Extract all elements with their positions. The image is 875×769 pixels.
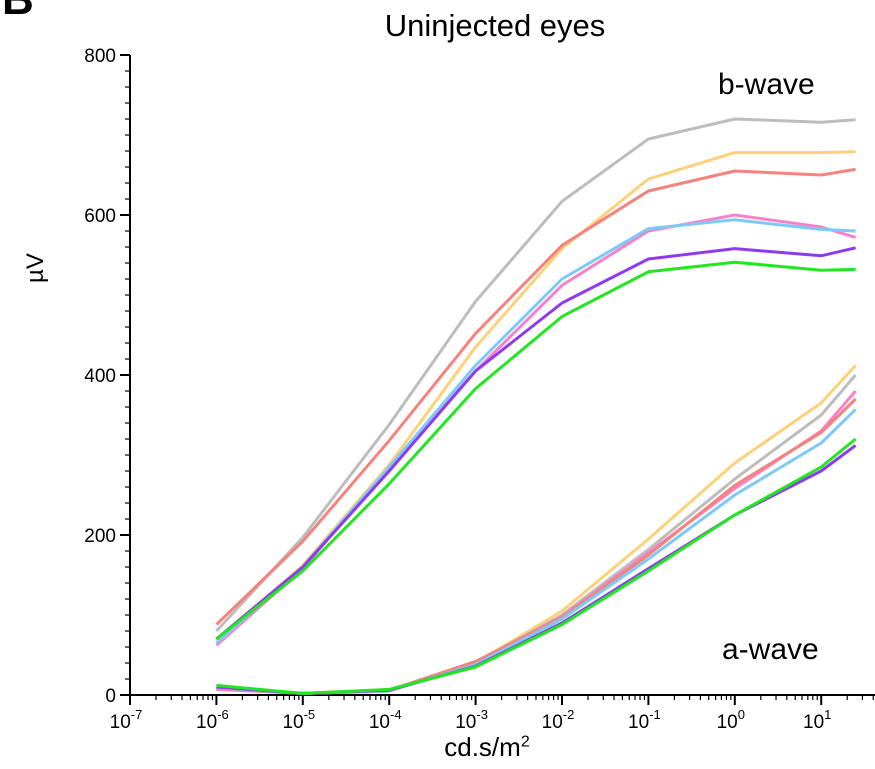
y-tick-label: 600: [84, 206, 116, 227]
a-wave-series-line-8: [216, 374, 857, 695]
x-tick-label: 101: [803, 707, 831, 733]
x-tick-label: 10-2: [542, 707, 575, 733]
b-wave-series-line-2: [215, 167, 856, 626]
a-wave-series-line-11: [216, 408, 857, 695]
a-wave-label: a-wave: [722, 633, 819, 666]
x-tick-label: 10-4: [369, 707, 402, 733]
x-axis-label-sup: 2: [520, 733, 530, 751]
panel-label: B: [2, 0, 34, 22]
b-wave-series-line-4: [215, 218, 856, 645]
b-wave-series-line-5: [215, 246, 856, 641]
x-axis-label: cd.s/m2: [0, 732, 875, 763]
b-wave-series-line-1: [215, 150, 856, 642]
b-wave-label: b-wave: [718, 68, 815, 101]
x-tick-label: 10-7: [110, 707, 143, 733]
a-wave-series-line-13: [216, 437, 857, 695]
a-wave-series-line-9: [216, 390, 857, 695]
x-tick-label: 100: [717, 707, 745, 733]
x-tick-label: 10-6: [196, 707, 229, 733]
x-axis-label-base: cd.s/m: [444, 732, 521, 762]
y-tick-label: 400: [84, 366, 116, 387]
b-wave-series-line-0: [215, 117, 856, 633]
a-wave-series-line-10: [216, 397, 857, 695]
x-tick-label: 10-3: [455, 707, 488, 733]
y-tick-label: 0: [105, 686, 116, 707]
y-tick-label: 800: [84, 46, 116, 67]
x-tick-label: 10-1: [628, 707, 661, 733]
x-tick-label: 10-5: [282, 707, 315, 733]
y-tick-label: 200: [84, 526, 116, 547]
a-wave-series-line-12: [216, 444, 857, 695]
b-wave-series-line-6: [215, 260, 856, 641]
chart-title: Uninjected eyes: [384, 8, 606, 43]
